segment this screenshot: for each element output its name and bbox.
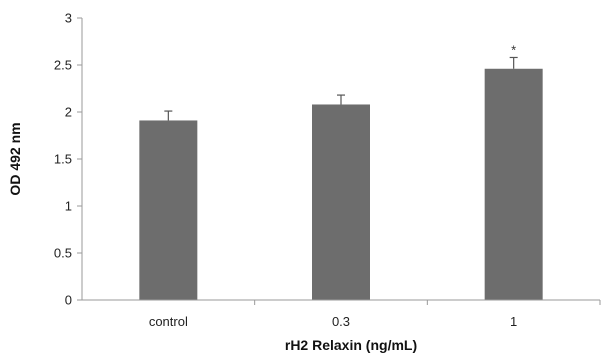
- bar-1: [484, 68, 543, 300]
- x-axis-title: rH2 Relaxin (ng/mL): [285, 337, 417, 353]
- y-tick-label: 1: [65, 199, 72, 214]
- y-axis: 0 0.5 1 1.5 2 2.5 3: [54, 11, 83, 308]
- y-tick-label: 0: [65, 293, 72, 308]
- y-tick-label: 3: [65, 11, 72, 26]
- bar-0-3: [312, 104, 370, 300]
- significance-marker: *: [511, 42, 516, 57]
- x-tick-label: 1: [510, 314, 517, 329]
- y-tick-label: 2.5: [54, 58, 72, 73]
- x-axis: control 0.3 1: [82, 299, 601, 329]
- bar-control: [139, 120, 198, 301]
- bars: *: [139, 42, 543, 301]
- y-tick-label: 1.5: [54, 152, 72, 167]
- y-tick-label: 2: [65, 105, 72, 120]
- y-tick-label: 0.5: [54, 246, 72, 261]
- x-tick-label: 0.3: [332, 314, 350, 329]
- x-tick-label: control: [149, 314, 188, 329]
- y-axis-title: OD 492 nm: [7, 122, 23, 195]
